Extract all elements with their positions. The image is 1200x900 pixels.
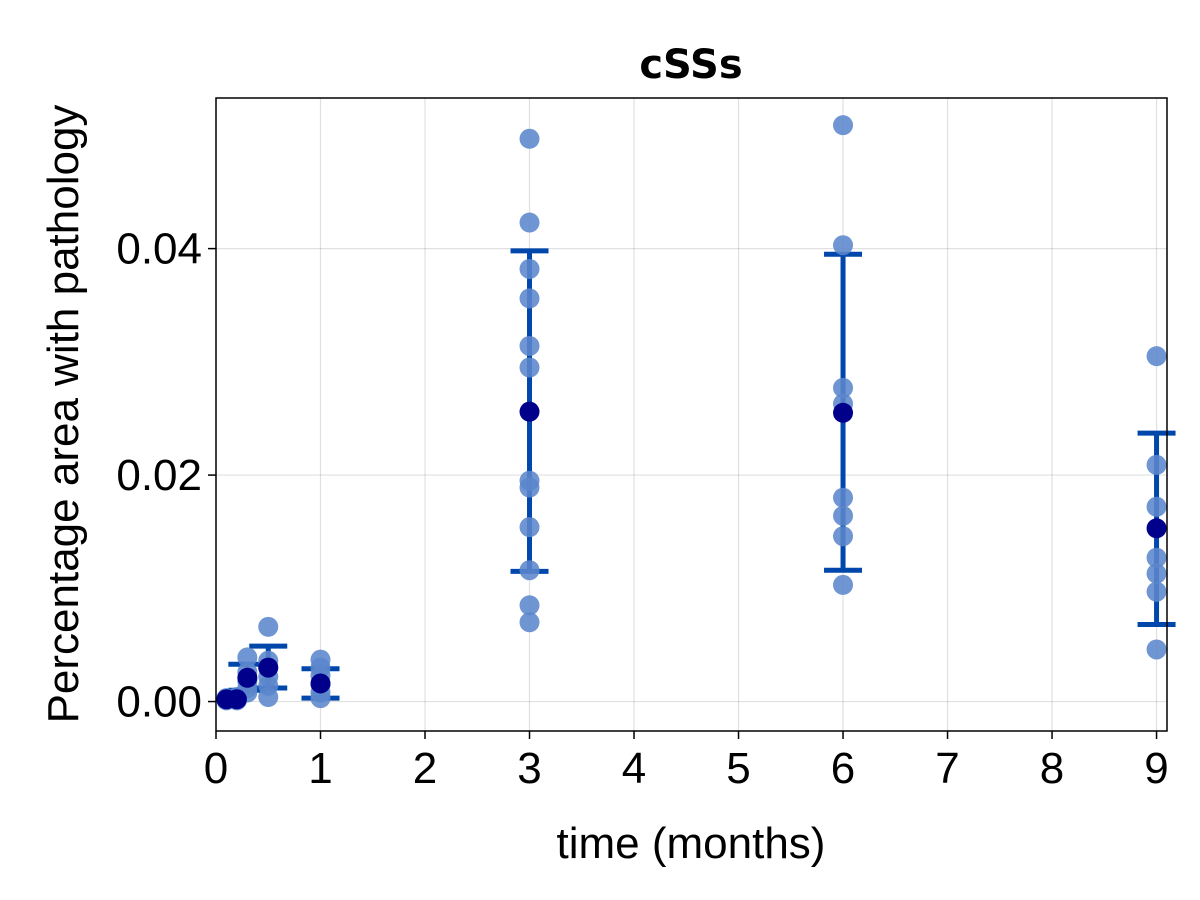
x-tick-label: 2 bbox=[413, 744, 437, 793]
mean-point bbox=[258, 657, 279, 678]
data-point bbox=[1146, 496, 1167, 517]
x-tick-label: 3 bbox=[517, 744, 541, 793]
data-point bbox=[1146, 563, 1167, 584]
data-point bbox=[237, 647, 258, 668]
data-point bbox=[258, 687, 279, 708]
y-axis-label: Percentage area with pathology bbox=[39, 105, 88, 724]
data-point bbox=[519, 212, 540, 233]
data-point bbox=[1146, 639, 1167, 660]
data-point bbox=[833, 505, 854, 526]
y-tick-label: 0.00 bbox=[116, 678, 202, 727]
data-point bbox=[1146, 454, 1167, 475]
x-tick-label: 0 bbox=[204, 744, 228, 793]
data-point bbox=[519, 258, 540, 279]
mean-layer bbox=[216, 401, 1167, 710]
x-axis-label: time (months) bbox=[557, 819, 826, 868]
data-point bbox=[519, 128, 540, 149]
mean-point bbox=[237, 667, 258, 688]
data-point bbox=[519, 560, 540, 581]
mean-point bbox=[519, 401, 540, 422]
plot-frame bbox=[215, 97, 1168, 732]
mean-point bbox=[310, 673, 331, 694]
x-axis: 0 1 2 3 4 5 6 7 8 9 bbox=[204, 731, 1169, 793]
y-axis: 0.00 0.02 0.04 bbox=[116, 225, 216, 727]
data-point bbox=[833, 377, 854, 398]
data-point bbox=[833, 235, 854, 256]
chart-title: cSSs bbox=[639, 42, 742, 88]
data-point bbox=[310, 688, 331, 709]
data-point bbox=[833, 574, 854, 595]
mean-point bbox=[1146, 518, 1167, 539]
x-tick-label: 4 bbox=[622, 744, 646, 793]
x-tick-label: 1 bbox=[308, 744, 332, 793]
data-point bbox=[1146, 581, 1167, 602]
x-tick-label: 8 bbox=[1040, 744, 1064, 793]
y-tick-label: 0.04 bbox=[116, 225, 202, 274]
data-point bbox=[519, 612, 540, 633]
data-point bbox=[519, 477, 540, 498]
x-tick-label: 7 bbox=[935, 744, 959, 793]
data-point bbox=[1146, 547, 1167, 568]
x-tick-label: 6 bbox=[831, 744, 855, 793]
y-tick-label: 0.02 bbox=[116, 451, 202, 500]
mean-point bbox=[833, 402, 854, 423]
data-point bbox=[833, 487, 854, 508]
data-point bbox=[519, 357, 540, 378]
x-tick-label: 9 bbox=[1144, 744, 1168, 793]
data-point bbox=[833, 115, 854, 136]
data-point bbox=[258, 616, 279, 637]
data-point bbox=[519, 335, 540, 356]
data-point bbox=[519, 595, 540, 616]
data-point bbox=[519, 517, 540, 538]
mean-point bbox=[226, 689, 247, 710]
data-point bbox=[1146, 346, 1167, 367]
x-tick-label: 5 bbox=[726, 744, 750, 793]
data-point bbox=[519, 288, 540, 309]
data-point bbox=[833, 526, 854, 547]
